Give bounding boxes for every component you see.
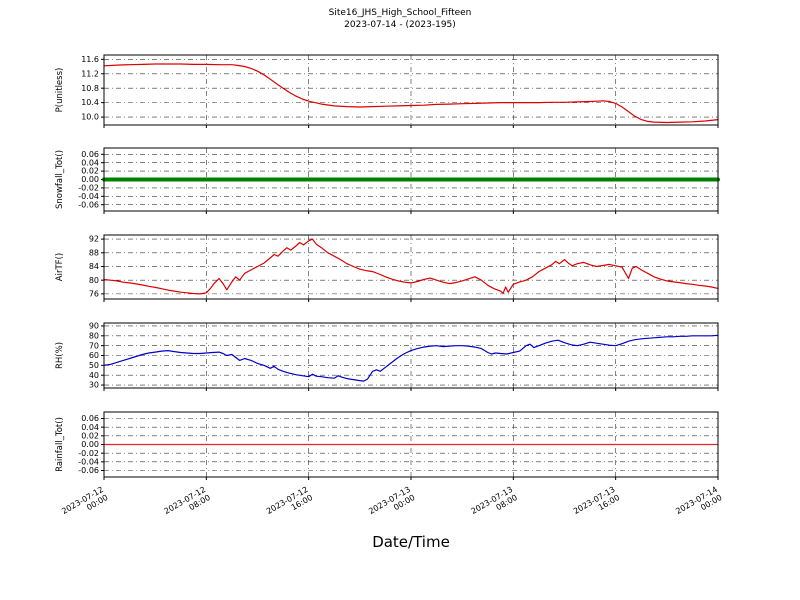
- y-tick-label: 70: [89, 341, 99, 350]
- y-axis-label: RH(%): [55, 342, 65, 369]
- y-tick-label: 90: [89, 322, 99, 331]
- y-tick-label: 40: [89, 371, 99, 380]
- y-tick-label: 80: [89, 331, 99, 340]
- y-tick-label: 10.0: [81, 113, 99, 122]
- x-tick-label: 2023-07-1208:00: [163, 485, 212, 524]
- y-tick-label: 88: [89, 248, 99, 257]
- y-tick-label: 80: [89, 276, 99, 285]
- y-tick-label: -0.06: [78, 466, 99, 475]
- subplot-0: 10.0 10.4 10.8 11.2 11.6 P(unitless): [55, 54, 719, 128]
- y-tick-label: -0.06: [78, 200, 99, 209]
- series-line-0: [103, 63, 719, 124]
- y-tick-label: 84: [89, 262, 99, 271]
- y-tick-label: 11.6: [81, 55, 99, 64]
- x-tick-label: 2023-07-1316:00: [572, 485, 621, 524]
- y-tick-label: 60: [89, 351, 99, 360]
- axes-border: [103, 147, 719, 212]
- y-tick-label: 11.2: [81, 69, 99, 78]
- y-tick-label: 10.4: [81, 98, 99, 107]
- y-axis-label: Rainfall_Tot(): [55, 417, 65, 472]
- y-tick-label: 0.00: [81, 175, 99, 184]
- axes-border: [103, 54, 719, 126]
- y-tick-label: 30: [89, 381, 99, 390]
- chart-subtitle: 2023-07-14 - (2023-195): [344, 20, 456, 30]
- axes-border: [103, 411, 719, 478]
- axes-border: [103, 322, 719, 389]
- subplot-4: -0.06-0.04-0.020.000.020.040.06 Rainfall_…: [55, 411, 719, 480]
- series-line-2: [103, 238, 719, 295]
- x-tick-label: 2023-07-1400:00: [674, 485, 723, 524]
- y-tick-label: 0.06: [81, 150, 99, 159]
- y-tick-label: -0.02: [78, 449, 99, 458]
- y-tick-label: 76: [89, 289, 99, 298]
- y-tick-label: 0.04: [81, 158, 99, 167]
- y-tick-label: 0.02: [81, 167, 99, 176]
- y-tick-label: 50: [89, 361, 99, 370]
- series-line-3: [103, 334, 719, 382]
- x-tick-label: 2023-07-1308:00: [470, 485, 519, 524]
- y-tick-label: 0.06: [81, 414, 99, 423]
- y-tick-label: 10.8: [81, 84, 99, 93]
- subplot-1: -0.06-0.04-0.020.000.020.040.06 Snowfall_…: [55, 147, 720, 214]
- y-tick-label: 0.02: [81, 431, 99, 440]
- y-axis-label: AirTF(): [55, 253, 65, 281]
- y-tick-label: 0.04: [81, 423, 99, 432]
- y-tick-label: -0.04: [78, 192, 99, 201]
- x-tick-label: 2023-07-1200:00: [60, 485, 109, 524]
- y-axis-label: Snowfall_Tot(): [55, 150, 65, 209]
- chart-title: Site16_JHS_High_School_Fifteen: [328, 8, 472, 18]
- y-tick-label: 0.00: [81, 440, 99, 449]
- x-tick-labels: 2023-07-1200:00 2023-07-1208:00 2023-07-12…: [60, 485, 723, 524]
- y-tick-label: -0.02: [78, 184, 99, 193]
- x-tick-label: 2023-07-1300:00: [367, 485, 416, 524]
- x-axis-label: Date/Time: [372, 533, 450, 551]
- y-tick-label: 92: [89, 235, 99, 244]
- x-tick-label: 2023-07-1216:00: [265, 485, 314, 524]
- subplot-2: 76 80 84 88 92 AirTF(): [55, 234, 719, 302]
- y-tick-label: -0.04: [78, 457, 99, 466]
- axes-border: [103, 234, 719, 300]
- y-axis-label: P(unitless): [55, 68, 65, 113]
